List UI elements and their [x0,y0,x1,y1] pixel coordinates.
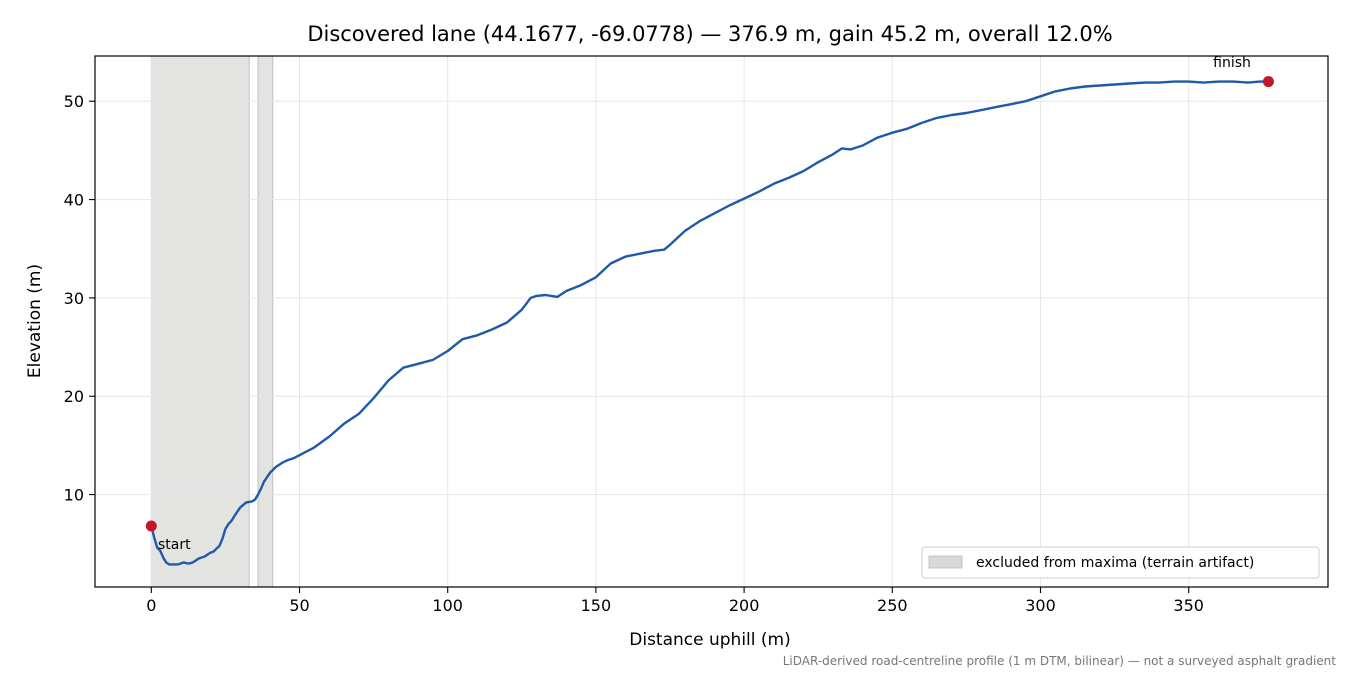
legend-swatch-excluded [928,555,963,569]
finish-label: finish [1213,55,1251,71]
y-tick-label: 20 [64,387,84,406]
x-tick-label: 50 [289,596,309,615]
x-tick-label: 350 [1173,596,1204,615]
start-marker [145,520,157,532]
start-label: start [158,537,191,553]
y-tick-label: 40 [64,191,84,210]
elevation-line-1 [150,80,1270,566]
y-axis-label: Elevation (m) [25,264,45,378]
x-tick-label: 100 [432,596,463,615]
excluded-region-2 [257,55,274,588]
ticks: 0 50 100 150 200 250 300 350 10 20 30 40 50 [64,92,1204,615]
excluded-regions [150,55,274,588]
markers [145,76,1274,532]
x-tick-label: 0 [146,596,156,615]
x-axis-label: Distance uphill (m) [629,630,790,650]
x-tick-label: 200 [729,596,760,615]
excluded-region-1 [150,55,250,588]
finish-marker [1262,76,1274,88]
y-tick-label: 30 [64,289,84,308]
legend-label-excluded: excluded from maxima (terrain artifact) [976,555,1254,571]
chart-title: Discovered lane (44.1677, -69.0778) — 37… [307,22,1112,46]
x-tick-label: 300 [1025,596,1056,615]
grid [95,56,1328,587]
plot-frame [94,55,1329,588]
legend: excluded from maxima (terrain artifact) [921,546,1320,579]
footnote: LiDAR-derived road-centreline profile (1… [783,654,1337,668]
legend-box [921,546,1320,579]
x-tick-label: 250 [877,596,908,615]
y-tick-label: 10 [64,486,84,505]
x-tick-label: 150 [581,596,612,615]
y-tick-label: 50 [64,92,84,111]
series-layer [150,80,1270,566]
